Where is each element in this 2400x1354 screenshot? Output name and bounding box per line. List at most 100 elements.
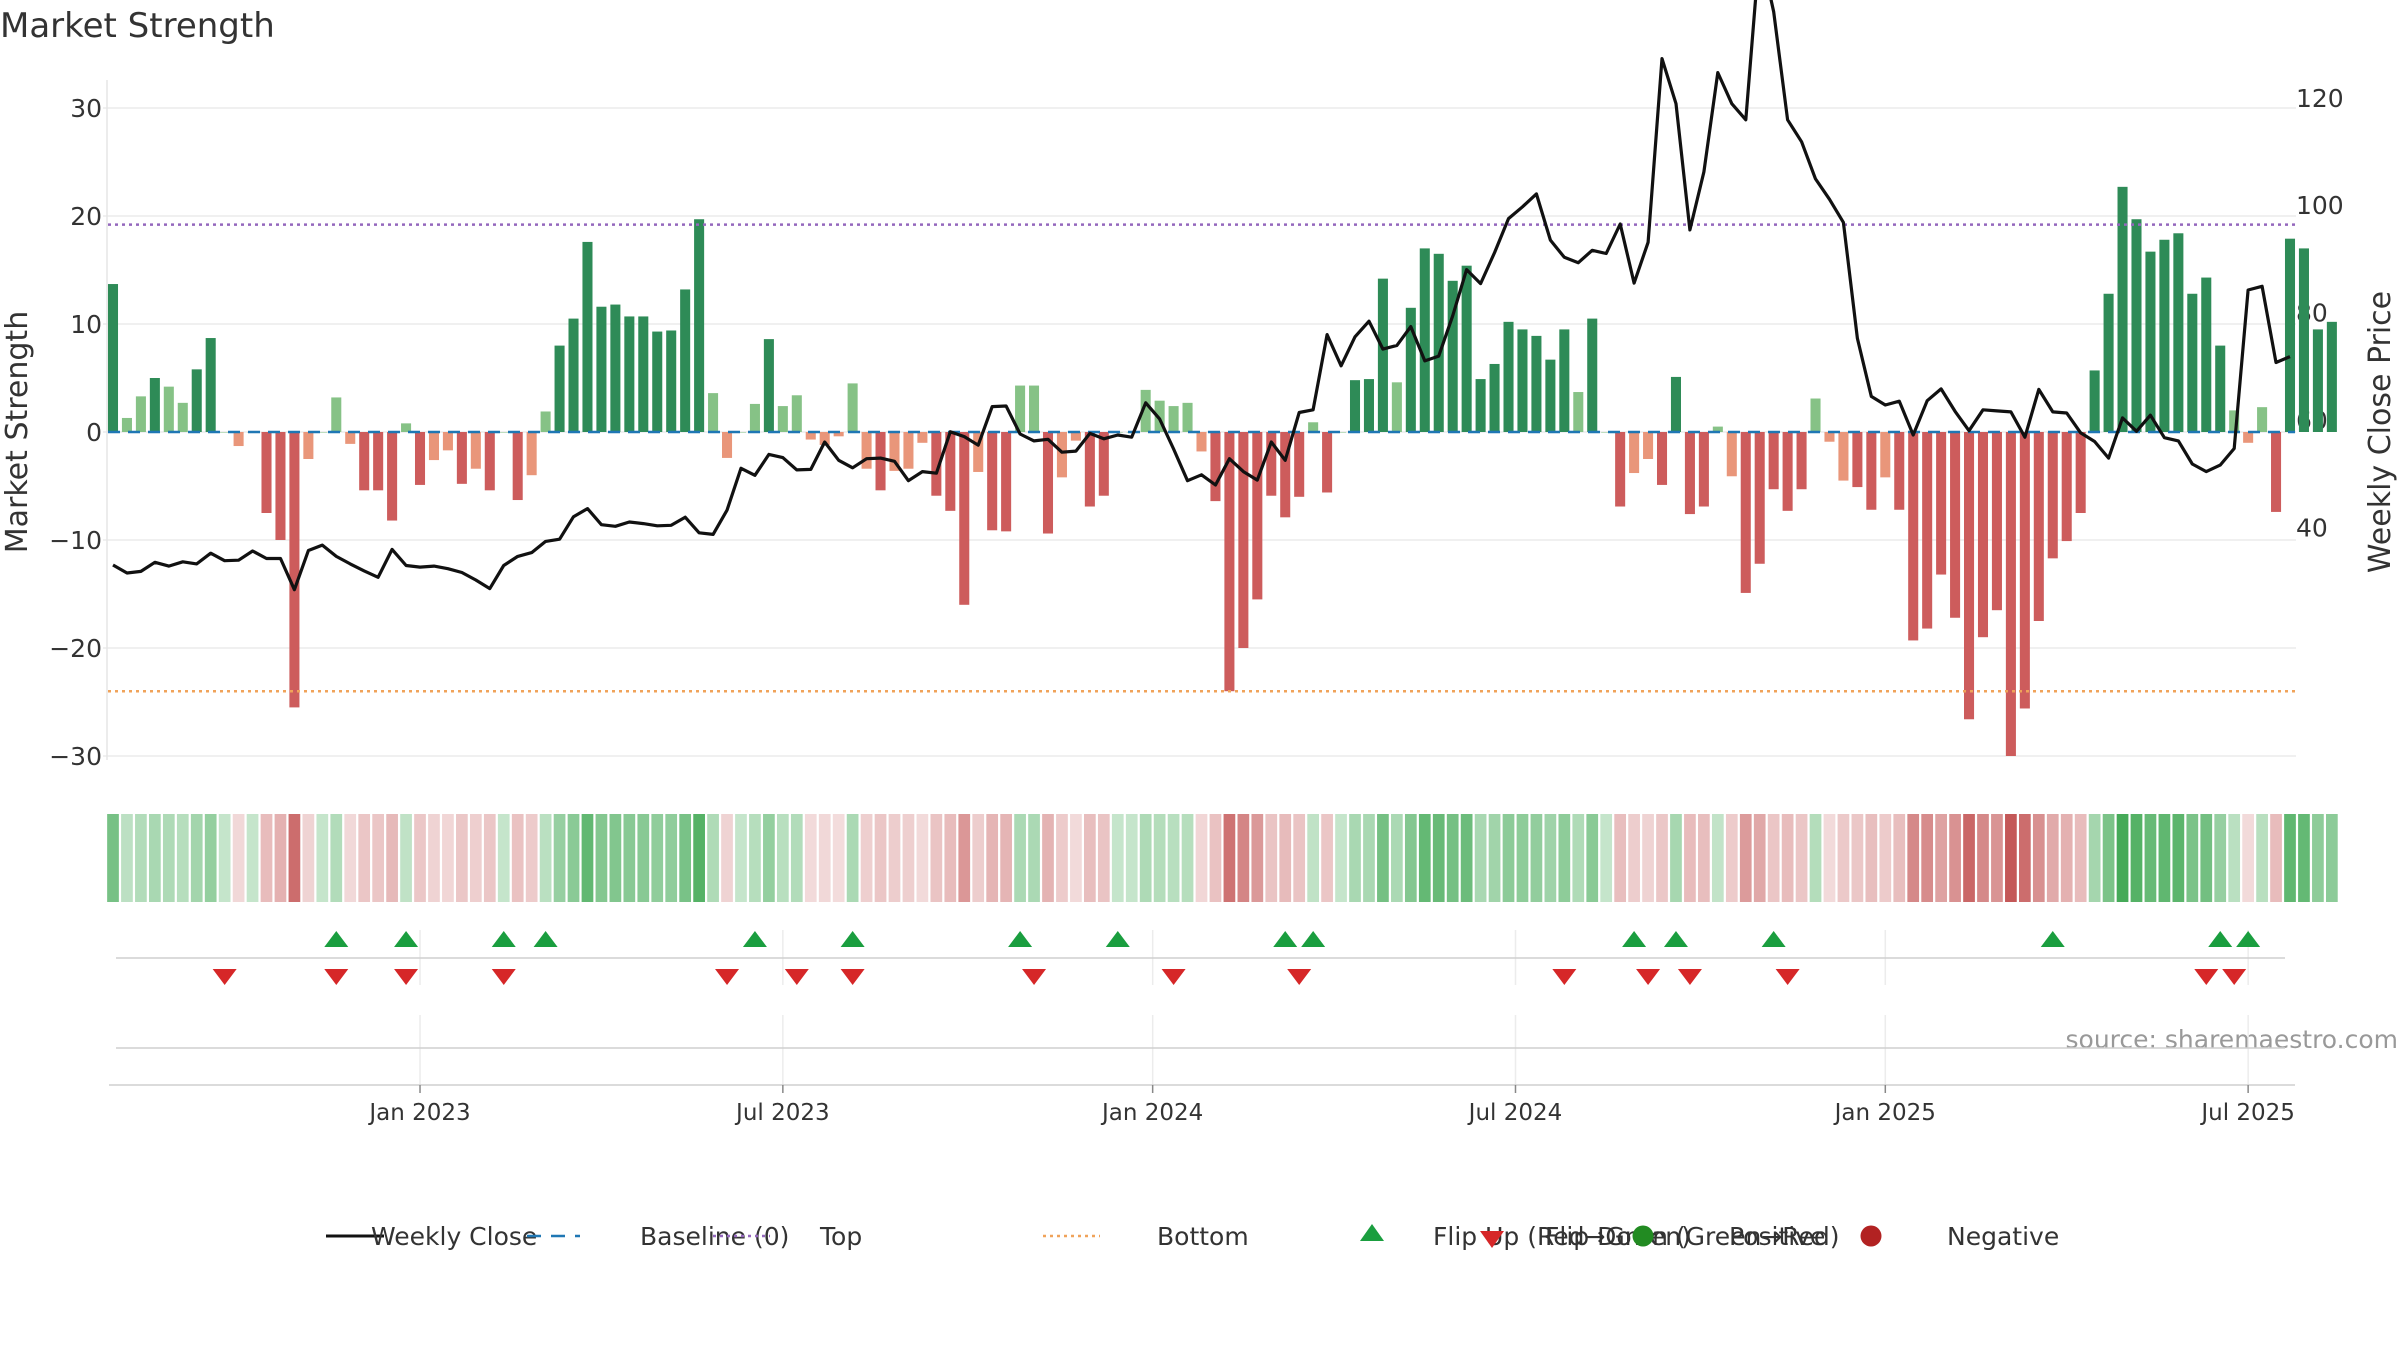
y-left-tick-label: −30 bbox=[49, 742, 102, 771]
heat-strip-cell bbox=[1963, 814, 1975, 902]
strength-bar bbox=[1908, 432, 1919, 641]
strength-bar bbox=[1168, 406, 1179, 432]
strength-bar bbox=[275, 432, 286, 540]
strength-bar bbox=[1684, 432, 1695, 515]
flip-down-marker bbox=[840, 969, 865, 985]
strength-bar bbox=[1405, 307, 1416, 432]
strength-bar bbox=[2271, 432, 2282, 512]
heat-strip-cell bbox=[595, 814, 608, 902]
strength-bar bbox=[1238, 432, 1249, 648]
heat-strip-cell bbox=[1949, 814, 1961, 902]
strength-bar bbox=[1154, 400, 1165, 432]
strength-bar bbox=[1936, 432, 1947, 575]
heat-strip-cell bbox=[581, 814, 594, 902]
strength-bar bbox=[1587, 318, 1598, 432]
strength-bar bbox=[917, 432, 928, 443]
heat-strip-cell bbox=[749, 814, 761, 902]
heat-strip-cell bbox=[1823, 814, 1836, 902]
flip-down-marker bbox=[212, 969, 237, 985]
heat-strip-cell bbox=[1460, 814, 1473, 902]
x-tick-label: Jul 2025 bbox=[2199, 1100, 2295, 1126]
y-right-tick-label: 40 bbox=[2296, 513, 2328, 542]
strength-bar bbox=[568, 318, 579, 432]
heat-strip-cell bbox=[2060, 814, 2073, 902]
strength-bar bbox=[666, 330, 677, 432]
strength-bar bbox=[2312, 329, 2323, 432]
flip-down-marker bbox=[2194, 969, 2219, 985]
strength-bar bbox=[2284, 238, 2296, 432]
legend-flip-up-swatch bbox=[1360, 1224, 1384, 1241]
strength-bar bbox=[1796, 432, 1807, 490]
strength-bar bbox=[177, 402, 188, 432]
heat-strip-cell bbox=[1265, 814, 1278, 902]
strength-bar bbox=[973, 432, 984, 472]
strength-bar bbox=[1029, 385, 1040, 432]
flip-down-marker bbox=[2222, 969, 2247, 985]
heat-strip-cell bbox=[442, 814, 454, 902]
heat-strip-cell bbox=[553, 814, 566, 902]
heat-strip-cell bbox=[1600, 814, 1613, 902]
flip-down-marker bbox=[1161, 969, 1186, 985]
strength-bar bbox=[1001, 432, 1012, 532]
heat-strip-cell bbox=[2200, 814, 2213, 902]
strength-bar bbox=[289, 432, 300, 708]
heat-strip-cell bbox=[846, 814, 859, 902]
flip-up-marker bbox=[533, 931, 558, 947]
strength-bar bbox=[401, 423, 412, 432]
heat-strip-cell bbox=[1279, 814, 1292, 902]
strength-bar bbox=[749, 403, 760, 432]
y-left-tick-label: 20 bbox=[70, 202, 102, 231]
heat-strip-cell bbox=[1935, 814, 1947, 902]
strength-bar bbox=[1629, 432, 1640, 474]
strength-bar bbox=[1042, 432, 1054, 534]
heat-strip-cell bbox=[916, 814, 929, 902]
heat-strip-cell bbox=[1670, 814, 1682, 902]
heat-strip-cell bbox=[2074, 814, 2087, 902]
strength-bar bbox=[596, 306, 607, 432]
strength-bar bbox=[2201, 277, 2212, 432]
strength-bar bbox=[1768, 432, 1779, 490]
heat-strip-cell bbox=[2088, 814, 2101, 902]
strength-bar bbox=[805, 432, 816, 440]
heat-strip-cell bbox=[218, 814, 231, 902]
heat-strip-cell bbox=[1865, 814, 1878, 902]
strength-bar bbox=[512, 432, 523, 501]
strength-bar bbox=[1140, 389, 1151, 432]
strength-bar bbox=[777, 406, 788, 432]
heat-strip-cell bbox=[1237, 814, 1250, 902]
x-tick-label: Jan 2025 bbox=[1833, 1100, 1936, 1126]
weekly-close-line bbox=[112, 0, 2291, 592]
strength-bar bbox=[1698, 432, 1709, 507]
strength-bar bbox=[889, 432, 900, 471]
heat-strip-cell bbox=[1307, 814, 1320, 902]
strength-bar bbox=[2145, 251, 2156, 432]
strength-bar bbox=[1894, 432, 1905, 510]
strength-bar bbox=[2033, 432, 2044, 621]
heat-strip-cell bbox=[511, 814, 524, 902]
strength-bar bbox=[484, 432, 495, 491]
strength-bar bbox=[708, 393, 719, 432]
strength-bar bbox=[1210, 432, 1221, 502]
strength-bar bbox=[1531, 335, 1542, 432]
flip-up-marker bbox=[1105, 931, 1130, 947]
heat-strip-cell bbox=[525, 814, 538, 902]
heat-strip-cell bbox=[1181, 814, 1194, 902]
heat-strip-cell bbox=[1767, 814, 1780, 902]
strength-bar bbox=[2005, 432, 2016, 756]
strength-bar bbox=[1294, 432, 1305, 497]
heat-strip-cell bbox=[344, 814, 357, 902]
heat-strip-cell bbox=[428, 814, 440, 902]
strength-bar bbox=[1977, 432, 1989, 638]
strength-bar bbox=[987, 432, 998, 531]
heat-strip-cell bbox=[1377, 814, 1389, 902]
strength-bar bbox=[1866, 432, 1877, 510]
strength-bar bbox=[2019, 432, 2030, 709]
heat-strip-cell bbox=[1209, 814, 1222, 902]
heat-strip-cell bbox=[274, 814, 287, 902]
heat-strip-cell bbox=[874, 814, 887, 902]
heat-strip-cell bbox=[1977, 814, 1989, 902]
heat-strip-cell bbox=[1656, 814, 1668, 902]
strength-bar bbox=[638, 316, 649, 432]
strength-bar bbox=[2075, 432, 2086, 513]
